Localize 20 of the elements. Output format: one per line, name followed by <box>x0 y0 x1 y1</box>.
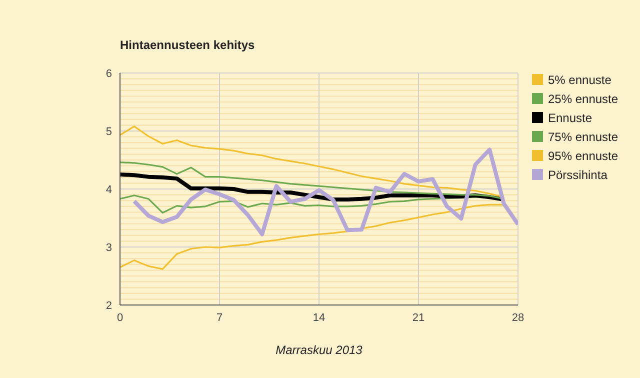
line-series <box>120 204 505 270</box>
x-tick-label: 0 <box>116 312 124 324</box>
legend-label: 25% ennuste <box>548 92 618 106</box>
legend-label: Pörssihinta <box>548 168 608 182</box>
y-tick-label: 4 <box>106 184 112 196</box>
legend-label: 95% ennuste <box>548 148 618 162</box>
legend-label: 75% ennuste <box>548 130 618 144</box>
x-tick-label: 7 <box>216 312 223 324</box>
x-axis-title: Marraskuu 2013 <box>274 343 364 357</box>
y-tick-label: 6 <box>106 68 112 80</box>
y-tick-label: 2 <box>106 300 112 312</box>
y-tick-label: 5 <box>106 126 112 138</box>
line-series <box>132 148 518 236</box>
legend-label: 5% ennuste <box>548 72 612 86</box>
x-tick-label: 28 <box>512 312 524 324</box>
legend-label: Ennuste <box>548 110 592 124</box>
y-tick-label: 3 <box>106 242 112 254</box>
chart-title: Hintaennusteen kehitys <box>120 38 255 52</box>
x-tick-label: 21 <box>412 312 425 324</box>
x-tick-label: 14 <box>312 312 326 324</box>
